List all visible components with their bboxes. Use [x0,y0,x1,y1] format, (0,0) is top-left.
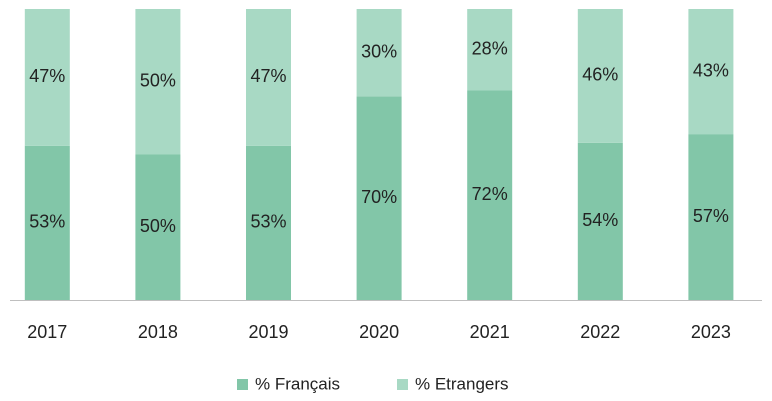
data-label: 57% [693,206,729,226]
x-tick-label: 2020 [359,322,399,342]
legend-swatch [397,379,408,390]
bar-segment [688,9,734,135]
bar-segment [577,142,623,300]
data-label: 54% [582,210,618,230]
bar-segment [246,9,291,146]
data-label: 53% [29,212,65,232]
bar-segment [24,145,70,300]
bar-segment [135,9,181,155]
bar-segment [356,96,402,300]
bar-segment [24,9,70,146]
bar-segment [688,134,734,300]
x-tick-label: 2018 [138,322,178,342]
data-label: 47% [250,66,286,86]
x-tick-label: 2021 [470,322,510,342]
data-label: 47% [29,66,65,86]
legend-label: % Français [255,374,340,393]
data-label: 70% [361,187,397,207]
data-label: 46% [582,65,618,85]
data-label: 50% [140,71,176,91]
data-label: 72% [472,184,508,204]
legend-label: % Etrangers [415,374,509,393]
bar-segment [135,154,181,300]
bar-segment [356,9,402,97]
data-label: 53% [250,212,286,232]
x-tick-label: 2022 [580,322,620,342]
bar-segment [577,9,623,143]
x-tick-label: 2019 [248,322,288,342]
legend-swatch [237,379,248,390]
bar-segment [246,145,291,300]
data-label: 50% [140,216,176,236]
bar-segment [467,9,513,91]
x-tick-label: 2023 [691,322,731,342]
x-tick-label: 2017 [27,322,67,342]
bar-segment [467,90,513,300]
data-label: 28% [472,38,508,58]
data-label: 30% [361,41,397,61]
data-label: 43% [693,60,729,80]
